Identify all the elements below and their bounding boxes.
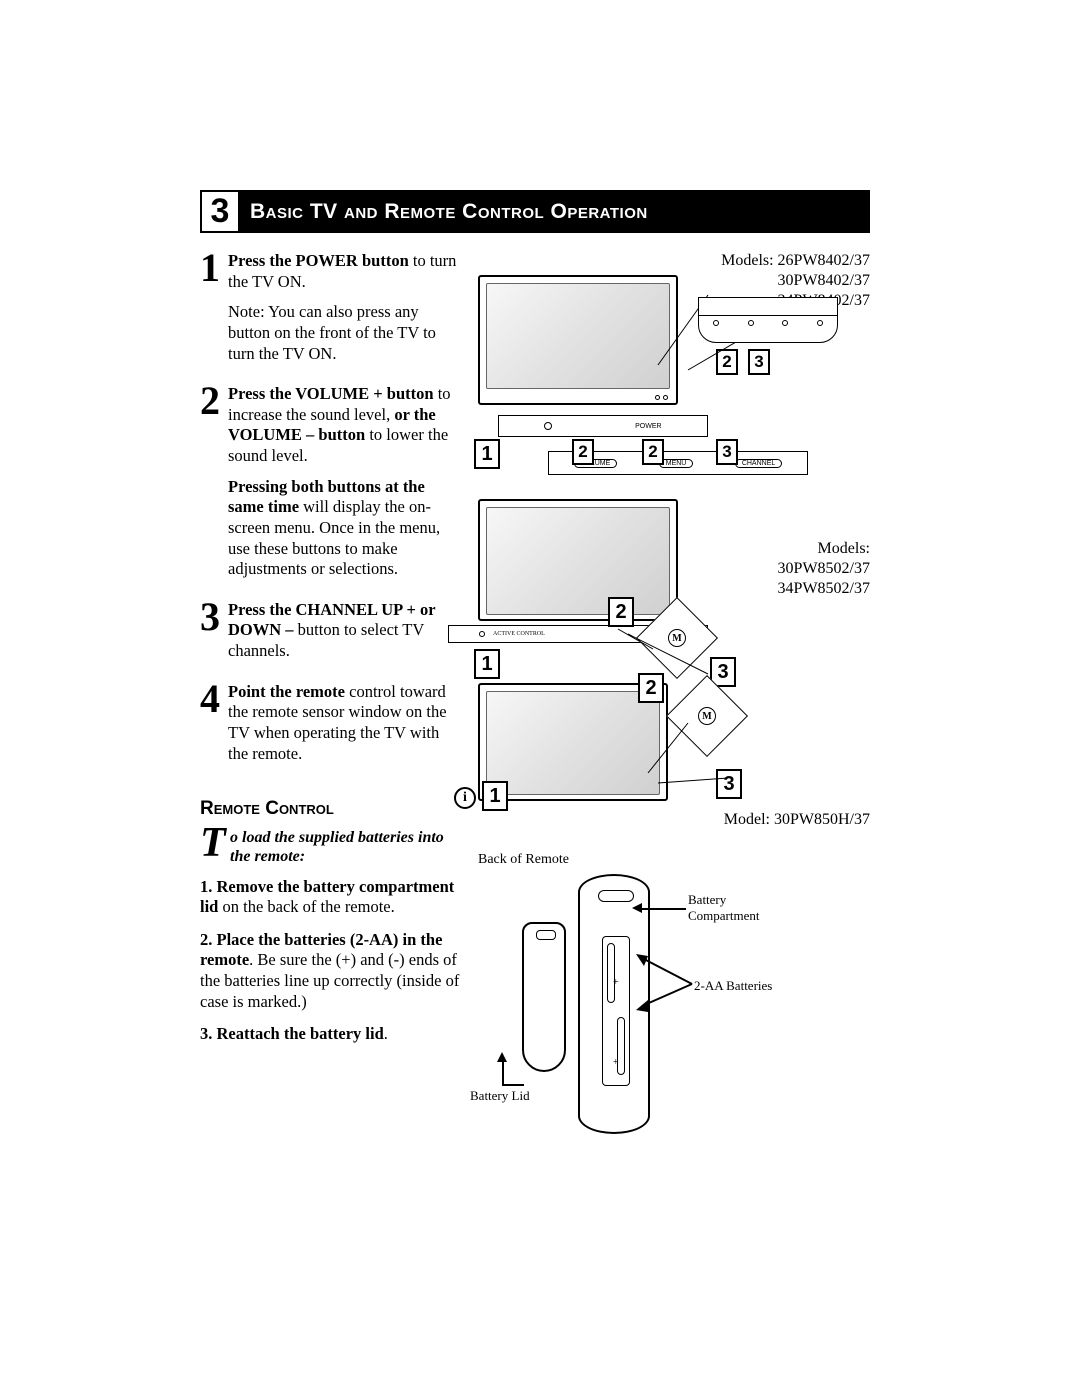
remote-diagram: + + Battery Compartment 2-AA Batteries: [478, 868, 870, 1168]
rc-step-text: on the back of the remote.: [218, 897, 394, 916]
zoom-lines-icon: [598, 579, 748, 699]
remote-intro: T o load the supplied batteries into the…: [200, 826, 460, 866]
model-line: Models: 26PW8402/37: [478, 251, 870, 271]
callout-box: 3: [716, 439, 738, 465]
step-bold: Point the remote: [228, 682, 345, 701]
callout-box: 1: [474, 649, 500, 679]
section-title: Basic TV and Remote Control Operation: [240, 190, 870, 233]
strip-label: CHANNEL: [735, 459, 782, 468]
zoom-lines-icon: [618, 683, 768, 803]
rc-step-label: 3. Reattach the battery lid: [200, 1024, 384, 1043]
callout-box: 1: [482, 781, 508, 811]
step-bold: Press the POWER button: [228, 251, 409, 270]
aa-batteries-label: 2-AA Batteries: [694, 978, 772, 994]
remote-back-label: Back of Remote: [478, 852, 870, 868]
step-1: 1 Press the POWER button to turn the TV …: [200, 251, 460, 374]
model-line: Model: 30PW850H/37: [724, 811, 870, 829]
callout-box: 2: [642, 439, 664, 465]
section-number: 3: [200, 190, 240, 233]
step-number: 4: [200, 682, 228, 775]
intro-text: o load the supplied batteries into the r…: [230, 826, 460, 866]
tv-figure-c: i 1 M 2 3 Model: 30PW850H/37: [478, 683, 870, 838]
rc-step-text: .: [384, 1024, 388, 1043]
battery-compartment-label: Battery Compartment: [688, 892, 798, 924]
step-3: 3 Press the CHANNEL UP + or DOWN – butto…: [200, 600, 460, 672]
callout-box: 2: [572, 439, 594, 465]
step-4: 4 Point the remote control toward the re…: [200, 682, 460, 775]
tv-figure-b: Models: 30PW8502/37 34PW8502/37 ACTIVE C…: [478, 499, 870, 669]
info-icon: i: [454, 787, 476, 809]
step-note: Note: You can also press any button on t…: [228, 302, 460, 364]
step-2: 2 Press the VOLUME + button to increase …: [200, 384, 460, 590]
tv-figure-a: 2 3: [478, 315, 870, 485]
strip-label: POWER: [635, 423, 661, 430]
callout-box: 1: [474, 439, 500, 469]
step-bold: Press the VOLUME + button: [228, 384, 434, 403]
battery-lid-label: Battery Lid: [470, 1088, 530, 1104]
model-line: Models:: [778, 539, 870, 559]
step-number: 3: [200, 600, 228, 672]
remote-control-title: Remote Control: [200, 798, 460, 820]
section-header: 3 Basic TV and Remote Control Operation: [200, 190, 870, 233]
step-number: 2: [200, 384, 228, 590]
model-line: 30PW8502/37: [778, 559, 870, 579]
dropcap: T: [200, 826, 230, 866]
model-line: 34PW8502/37: [778, 579, 870, 599]
arrow-icon: [628, 948, 698, 1018]
remote-step-3: 3. Reattach the battery lid.: [200, 1024, 460, 1045]
step-number: 1: [200, 251, 228, 374]
remote-step-2: 2. Place the batteries (2-AA) in the rem…: [200, 930, 460, 1013]
remote-step-1: 1. Remove the battery compartment lid on…: [200, 877, 460, 918]
